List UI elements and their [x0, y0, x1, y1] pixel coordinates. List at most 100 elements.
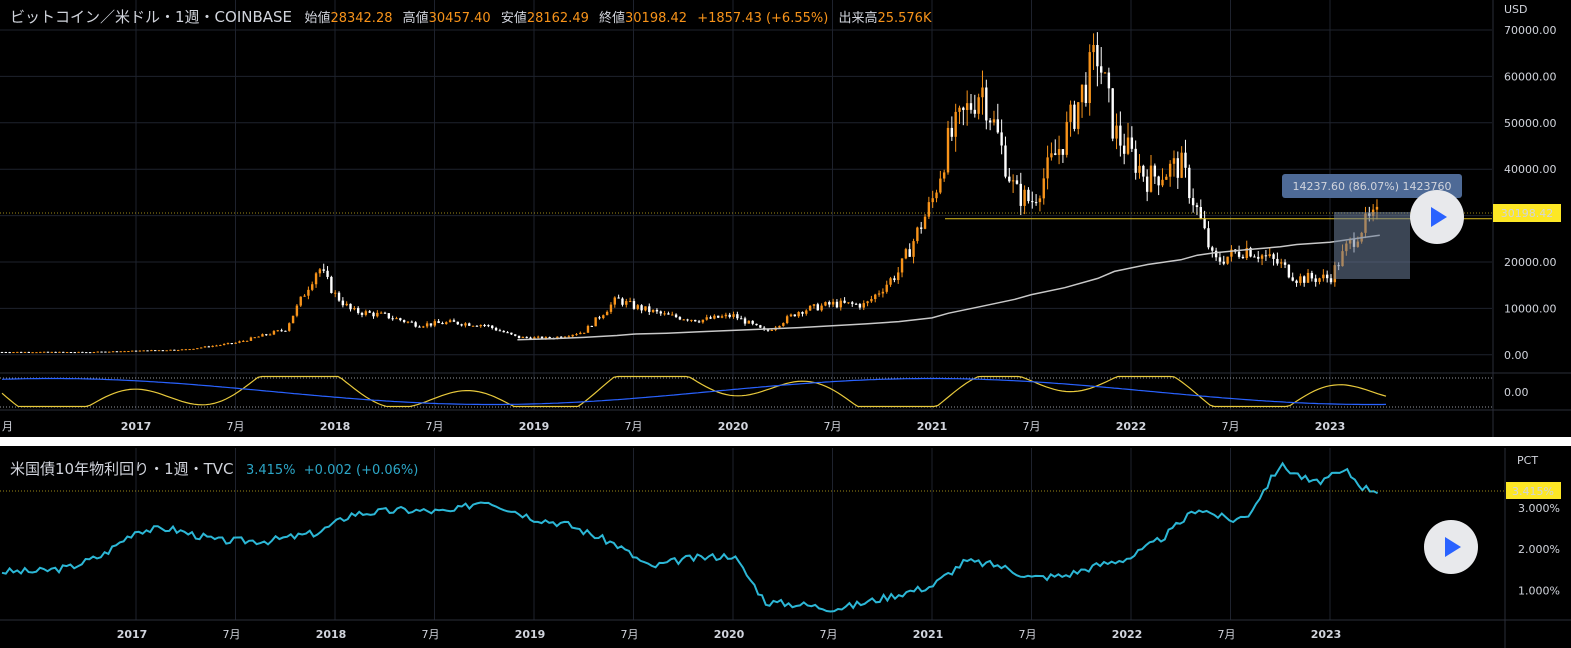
candle-body [759, 325, 762, 328]
play-icon[interactable] [1424, 520, 1478, 574]
time-tick-label: 月 [2, 420, 13, 433]
candle-body [330, 276, 333, 293]
candle-body [69, 351, 73, 353]
candle-body [732, 314, 735, 317]
candle-body [307, 289, 310, 296]
candle-body [422, 326, 425, 328]
candle-body [1023, 189, 1026, 206]
candle-body [529, 337, 532, 340]
candle-body [23, 351, 27, 353]
candle-body [1195, 205, 1199, 208]
candle-body [219, 345, 222, 347]
candle-body [326, 270, 329, 277]
yield-change-value: +0.002 (+0.06%) [303, 463, 419, 478]
time-tick-label: 7月 [1019, 628, 1037, 641]
candle-body [1161, 179, 1164, 186]
candle-body [1027, 189, 1030, 202]
candle-body [674, 314, 678, 318]
candle-body [1130, 137, 1134, 149]
candle-body [1145, 176, 1149, 192]
measure-box [1334, 212, 1410, 279]
candle-body [464, 323, 467, 326]
candle-body [58, 351, 61, 353]
candle-body [996, 119, 999, 133]
time-tick-label: 2022 [1112, 628, 1143, 641]
candle-body [1100, 66, 1103, 73]
candle-body [808, 305, 812, 311]
candle-body [824, 302, 827, 306]
currency-label: USD [1504, 3, 1528, 16]
candle-body [1050, 153, 1053, 158]
candle-body [625, 301, 628, 305]
candle-body [506, 332, 509, 334]
candle-body [682, 319, 685, 321]
candle-body [360, 312, 364, 315]
candle-body [1172, 158, 1176, 164]
candle-body [425, 323, 429, 327]
candle-body [494, 327, 498, 331]
candle-body [253, 337, 256, 339]
candle-body [81, 351, 84, 353]
candle-body [284, 330, 287, 332]
time-tick-label: 7月 [625, 420, 643, 433]
candle-body [1038, 198, 1042, 203]
candle-body [376, 312, 379, 317]
candle-body [399, 318, 402, 321]
candle-body [981, 87, 984, 98]
yield-last-badge [1506, 482, 1561, 499]
time-tick-label: 7月 [426, 420, 444, 433]
play-icon[interactable] [1410, 190, 1464, 244]
candle-body [1329, 278, 1333, 283]
candle-body [667, 313, 670, 315]
candle-body [812, 304, 816, 306]
candle-body [410, 321, 414, 323]
candle-body [341, 300, 345, 306]
candle-body [1222, 261, 1225, 264]
candle-body [1245, 247, 1248, 259]
candle-body [1280, 262, 1283, 264]
price-tick-label: 10000.00 [1504, 302, 1557, 315]
candle-body [299, 296, 302, 306]
time-tick-label: 2023 [1311, 628, 1342, 641]
pane-separator [0, 437, 1571, 446]
osc-yellow-line [1, 375, 1387, 408]
candle-body [939, 178, 942, 193]
candle-body [196, 348, 199, 350]
candle-body [644, 306, 647, 311]
time-tick-label: 2017 [117, 628, 148, 641]
candle-body [782, 323, 785, 326]
time-tick-label: 2019 [519, 420, 550, 433]
yield-legend: 米国債10年物利回り・1週・TVC 3.415% +0.002 (+0.06%) [10, 458, 418, 479]
candle-body [62, 351, 65, 353]
candle-body [747, 320, 751, 324]
candle-body [157, 350, 161, 352]
candle-body [950, 127, 954, 137]
candle-body [322, 269, 325, 271]
candle-body [962, 107, 965, 111]
candle-body [491, 325, 494, 328]
candle-body [238, 341, 241, 343]
candle-body [276, 330, 279, 332]
candle-body [648, 306, 651, 312]
btc-legend: ビットコイン／米ドル・1週・COINBASE 始値28342.28 高値3045… [10, 6, 937, 27]
candle-body [1211, 247, 1214, 251]
candle-body [659, 311, 662, 314]
candle-body [1291, 277, 1294, 281]
candle-body [965, 103, 969, 111]
measure-label-bg [1282, 174, 1462, 198]
candle-body [4, 351, 8, 353]
candle-body [395, 318, 398, 320]
candle-body [805, 310, 808, 314]
candle-body [988, 120, 992, 123]
yield-last-label: 3.415% [1512, 485, 1554, 498]
candle-body [525, 336, 528, 338]
low-value: 28162.49 [526, 11, 589, 26]
candle-body [613, 297, 616, 305]
candle-body [1057, 149, 1061, 155]
candle-body [188, 349, 191, 351]
candle-body [1034, 202, 1038, 204]
candle-body [586, 326, 590, 333]
candle-body [594, 317, 597, 327]
candle-body [211, 345, 214, 347]
